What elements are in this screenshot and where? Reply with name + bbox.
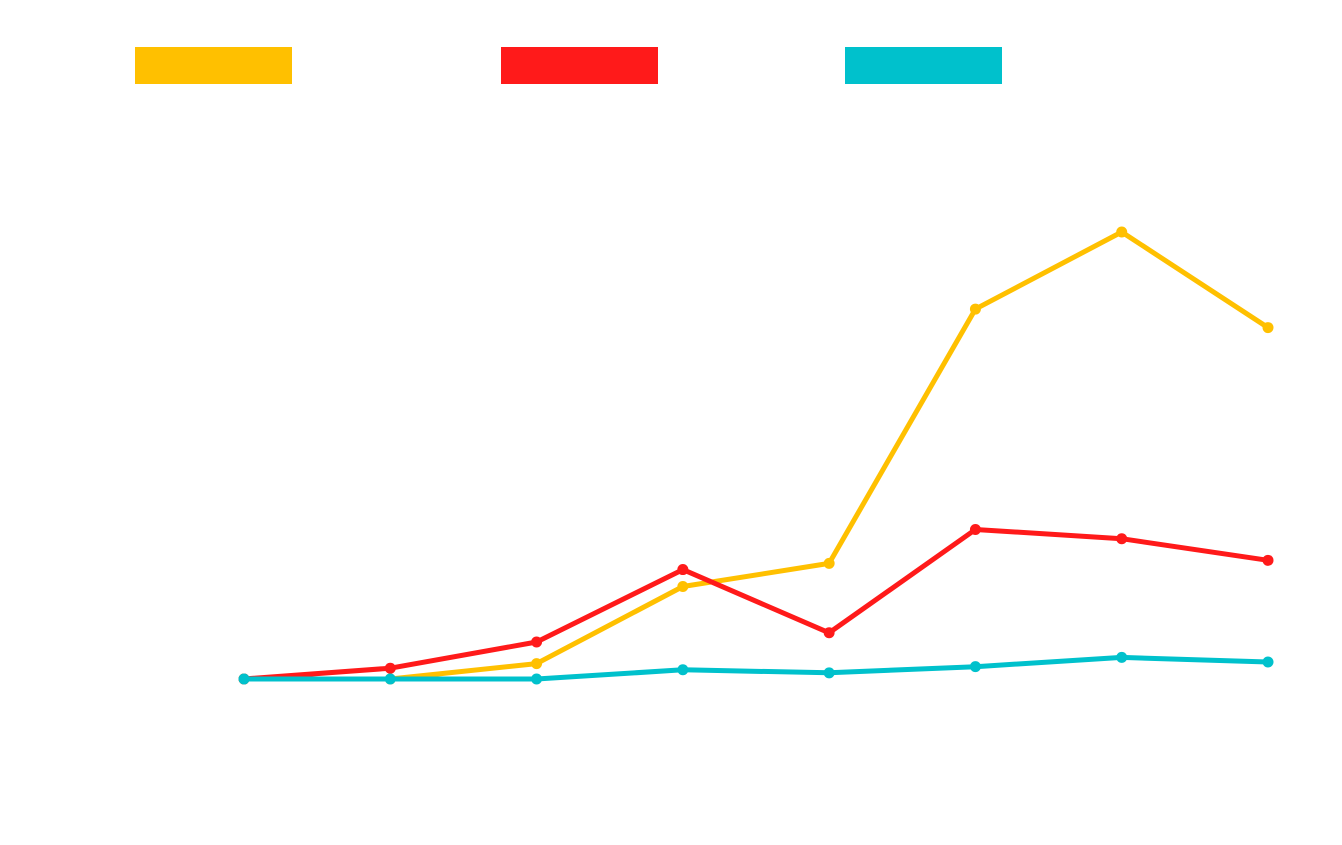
data-point-series-2-4 <box>677 564 689 576</box>
plot-area <box>238 226 1274 685</box>
series-3 <box>238 651 1274 685</box>
legend <box>135 47 1002 84</box>
data-point-series-1-6 <box>969 303 981 315</box>
data-point-series-2-7 <box>1116 533 1128 545</box>
legend-swatch-series-2 <box>501 47 658 84</box>
data-point-series-3-1 <box>238 673 250 685</box>
data-point-series-1-5 <box>823 557 835 569</box>
data-point-series-2-6 <box>969 523 981 535</box>
data-point-series-3-2 <box>384 673 396 685</box>
series-1 <box>238 226 1274 685</box>
data-point-series-3-4 <box>677 664 689 676</box>
data-point-series-2-3 <box>531 636 543 648</box>
data-point-series-1-7 <box>1116 226 1128 238</box>
data-point-series-1-3 <box>531 658 543 670</box>
data-point-series-1-8 <box>1262 322 1274 334</box>
data-point-series-2-5 <box>823 627 835 639</box>
data-point-series-1-4 <box>677 581 689 593</box>
data-point-series-3-7 <box>1116 651 1128 663</box>
data-point-series-3-8 <box>1262 656 1274 668</box>
data-point-series-3-5 <box>823 667 835 679</box>
series-line-3 <box>241 654 1271 682</box>
data-point-series-3-3 <box>531 673 543 685</box>
data-point-series-2-2 <box>384 662 396 674</box>
data-point-series-2-8 <box>1262 554 1274 566</box>
data-point-series-3-6 <box>969 661 981 673</box>
series-line-1 <box>241 229 1271 682</box>
legend-swatch-series-3 <box>845 47 1002 84</box>
legend-swatch-series-1 <box>135 47 292 84</box>
series-line-2 <box>241 527 1271 682</box>
